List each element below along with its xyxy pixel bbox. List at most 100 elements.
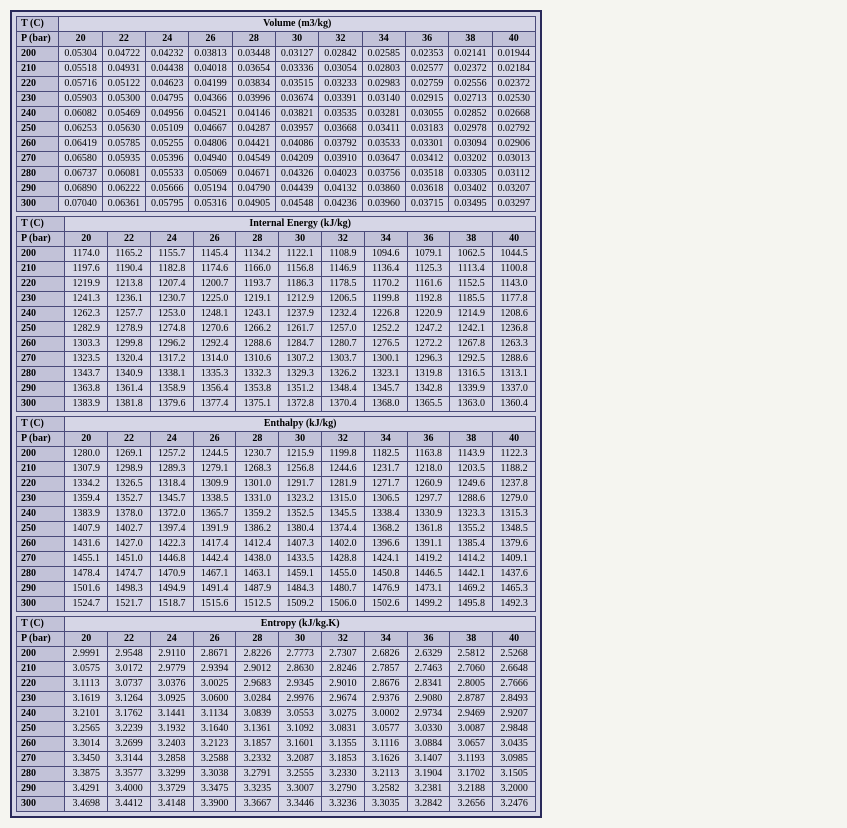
data-cell: 1363.0 <box>450 397 493 412</box>
table-row: 2203.11133.07373.03763.00252.96832.93452… <box>17 677 536 692</box>
data-cell: 1378.0 <box>108 507 151 522</box>
data-cell: 1428.8 <box>322 552 365 567</box>
data-cell: 1352.7 <box>108 492 151 507</box>
data-cell: 3.1505 <box>493 767 536 782</box>
data-cell: 0.05785 <box>102 137 145 152</box>
row-header: 240 <box>17 107 59 122</box>
data-cell: 1243.1 <box>236 307 279 322</box>
data-cell: 1256.8 <box>279 462 322 477</box>
data-cell: 1455.0 <box>322 567 365 582</box>
data-cell: 1315.3 <box>493 507 536 522</box>
data-cell: 3.3729 <box>150 782 193 797</box>
data-cell: 3.3144 <box>108 752 151 767</box>
table-row: 2000.053040.047220.042320.038130.034480.… <box>17 47 536 62</box>
data-cell: 0.05533 <box>146 167 189 182</box>
data-cell: 0.02530 <box>492 92 535 107</box>
data-cell: 1397.4 <box>150 522 193 537</box>
data-cell: 3.4000 <box>108 782 151 797</box>
data-cell: 1518.7 <box>150 597 193 612</box>
data-cell: 0.05935 <box>102 152 145 167</box>
data-cell: 2.6648 <box>493 662 536 677</box>
data-cell: 1323.3 <box>450 507 493 522</box>
col-header: 38 <box>450 632 493 647</box>
data-cell: 0.02184 <box>492 62 535 77</box>
data-cell: 1193.7 <box>236 277 279 292</box>
col-header: 24 <box>150 432 193 447</box>
table-row: 2101197.61190.41182.81174.61166.01156.81… <box>17 262 536 277</box>
data-cell: 1269.1 <box>108 447 151 462</box>
corner-pressure-label: P (bar) <box>17 32 59 47</box>
col-header: 32 <box>319 32 362 47</box>
data-cell: 1358.9 <box>150 382 193 397</box>
table-row: 2301359.41352.71345.71338.51331.01323.21… <box>17 492 536 507</box>
data-cell: 0.04018 <box>189 62 232 77</box>
data-cell: 3.3236 <box>322 797 365 812</box>
data-cell: 1469.2 <box>450 582 493 597</box>
data-cell: 1236.1 <box>108 292 151 307</box>
data-cell: 3.2239 <box>108 722 151 737</box>
data-cell: 1422.3 <box>150 537 193 552</box>
table-row: 2603.30143.26993.24033.21233.18573.16013… <box>17 737 536 752</box>
data-cell: 1437.6 <box>493 567 536 582</box>
data-cell: 1270.6 <box>193 322 236 337</box>
data-cell: 1345.7 <box>150 492 193 507</box>
data-cell: 0.05069 <box>189 167 232 182</box>
data-cell: 0.04023 <box>319 167 362 182</box>
data-cell: 0.03336 <box>275 62 318 77</box>
table-row: 2601431.61427.01422.31417.41412.41407.31… <box>17 537 536 552</box>
data-cell: 0.03412 <box>405 152 448 167</box>
data-cell: 1407.3 <box>279 537 322 552</box>
row-header: 260 <box>17 137 59 152</box>
data-cell: 1427.0 <box>108 537 151 552</box>
data-cell: 0.04521 <box>189 107 232 122</box>
data-cell: 1122.3 <box>493 447 536 462</box>
col-header: 32 <box>322 632 365 647</box>
data-cell: 1281.9 <box>322 477 365 492</box>
col-header: 26 <box>193 432 236 447</box>
data-cell: 1163.8 <box>407 447 450 462</box>
data-cell: 1385.4 <box>450 537 493 552</box>
data-cell: 0.02556 <box>449 77 492 92</box>
data-cell: 3.1193 <box>450 752 493 767</box>
data-cell: 1424.1 <box>364 552 407 567</box>
data-cell: 1292.5 <box>450 352 493 367</box>
data-cell: 3.4148 <box>150 797 193 812</box>
data-cell: 1296.2 <box>150 337 193 352</box>
row-header: 290 <box>17 182 59 197</box>
data-cell: 3.2842 <box>407 797 450 812</box>
data-cell: 1197.6 <box>65 262 108 277</box>
table-row: 2303.16193.12643.09253.06003.02842.99762… <box>17 692 536 707</box>
data-cell: 1203.5 <box>450 462 493 477</box>
data-cell: 3.2403 <box>150 737 193 752</box>
data-cell: 1473.1 <box>407 582 450 597</box>
data-cell: 1199.8 <box>322 447 365 462</box>
table-title: Volume (m3/kg) <box>59 17 536 32</box>
data-cell: 1365.7 <box>193 507 236 522</box>
data-cell: 1182.8 <box>150 262 193 277</box>
data-cell: 0.02803 <box>362 62 405 77</box>
data-cell: 2.7666 <box>493 677 536 692</box>
table-row: 2300.059030.053000.047950.043660.039960.… <box>17 92 536 107</box>
row-header: 270 <box>17 352 65 367</box>
data-cell: 0.03668 <box>319 122 362 137</box>
data-cell: 1303.3 <box>65 337 108 352</box>
data-cell: 3.2565 <box>65 722 108 737</box>
data-cell: 1288.6 <box>450 492 493 507</box>
data-cell: 1280.0 <box>65 447 108 462</box>
data-cell: 0.03094 <box>449 137 492 152</box>
data-cell: 1288.6 <box>236 337 279 352</box>
col-header: 36 <box>405 32 448 47</box>
table-row: 2103.05753.01722.97792.93942.90122.86302… <box>17 662 536 677</box>
data-cell: 3.0839 <box>236 707 279 722</box>
row-header: 300 <box>17 797 65 812</box>
col-header: 40 <box>493 432 536 447</box>
table-row: 2800.067370.060810.055330.050690.046710.… <box>17 167 536 182</box>
data-cell: 0.04548 <box>275 197 318 212</box>
data-cell: 1396.6 <box>364 537 407 552</box>
data-cell: 1200.7 <box>193 277 236 292</box>
data-cell: 1214.9 <box>450 307 493 322</box>
corner-pressure-label: P (bar) <box>17 232 65 247</box>
table-row: 2803.38753.35773.32993.30383.27913.25553… <box>17 767 536 782</box>
data-cell: 1276.5 <box>364 337 407 352</box>
data-cell: 1212.9 <box>279 292 322 307</box>
